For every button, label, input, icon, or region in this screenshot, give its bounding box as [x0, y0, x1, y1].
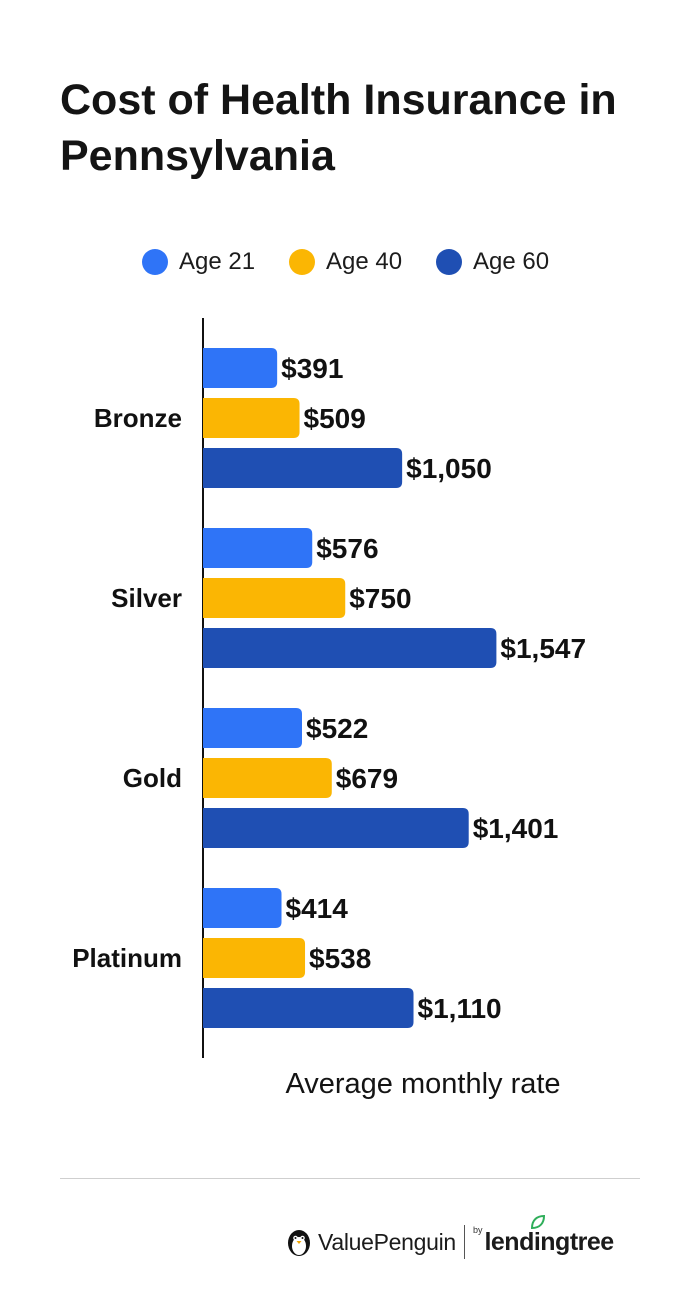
data-label-bronze-age-60: $1,050	[406, 453, 492, 484]
category-label-gold: Gold	[123, 763, 182, 793]
bar-gold-age-21	[203, 708, 302, 748]
legend-swatch-age-40	[289, 249, 315, 275]
legend-swatch-age-21	[142, 249, 168, 275]
brand-by: by	[472, 1225, 483, 1235]
bar-bronze-age-60	[203, 448, 403, 488]
legend-swatch-age-60	[436, 249, 462, 275]
x-axis-label: Average monthly rate	[285, 1068, 561, 1100]
legend-item-age-21: Age 21	[142, 244, 255, 280]
bar-silver-age-21	[203, 528, 313, 568]
bar-bronze-age-21	[203, 348, 278, 388]
bar-platinum-age-40	[203, 938, 306, 978]
bar-chart: Bronze $391 $509 $1,050 Silver $576 $750 $1,547…	[72, 318, 586, 1058]
category-label-silver: Silver	[111, 583, 182, 613]
bar-gold-age-40	[203, 758, 332, 798]
leaf-icon	[531, 1214, 546, 1229]
data-label-silver-age-21: $576	[316, 533, 378, 564]
data-label-silver-age-60: $1,547	[500, 633, 586, 664]
brand-logo: ValuePenguin by lendingtree	[286, 1214, 614, 1262]
footer-divider	[60, 1178, 640, 1179]
bar-silver-age-60	[203, 628, 497, 668]
legend-label-age-40: Age 40	[326, 248, 403, 275]
data-label-gold-age-60: $1,401	[473, 813, 559, 844]
bar-platinum-age-60	[203, 988, 414, 1028]
legend-label-age-60: Age 60	[473, 248, 550, 275]
penguin-icon	[288, 1230, 310, 1256]
bars-group: Bronze $391 $509 $1,050 Silver $576 $750 $1,547…	[72, 348, 586, 1028]
brand-separator	[463, 1225, 465, 1259]
legend-item-age-60: Age 60	[436, 244, 549, 280]
partner-logo: lendingtree	[482, 1214, 614, 1257]
data-label-silver-age-40: $750	[349, 583, 411, 614]
data-label-bronze-age-40: $509	[304, 403, 366, 434]
bar-platinum-age-21	[203, 888, 282, 928]
chart-title: Cost of Health Insurance in Pennsylvania	[60, 76, 617, 180]
bar-bronze-age-40	[203, 398, 300, 438]
data-label-platinum-age-21: $414	[286, 893, 349, 924]
bar-gold-age-60	[203, 808, 469, 848]
data-label-bronze-age-21: $391	[281, 353, 343, 384]
legend: Age 21 Age 40 Age 60	[0, 244, 700, 280]
data-label-platinum-age-40: $538	[309, 943, 371, 974]
data-label-gold-age-40: $679	[336, 763, 398, 794]
brand-name: ValuePenguin	[318, 1228, 456, 1255]
legend-label-age-21: Age 21	[179, 248, 256, 275]
data-label-gold-age-21: $522	[306, 713, 368, 744]
partner-name: lendingtree	[484, 1227, 614, 1256]
category-label-platinum: Platinum	[72, 943, 182, 973]
legend-item-age-40: Age 40	[289, 244, 402, 280]
bar-silver-age-40	[203, 578, 346, 618]
category-label-bronze: Bronze	[94, 403, 182, 433]
data-label-platinum-age-60: $1,110	[418, 993, 502, 1024]
